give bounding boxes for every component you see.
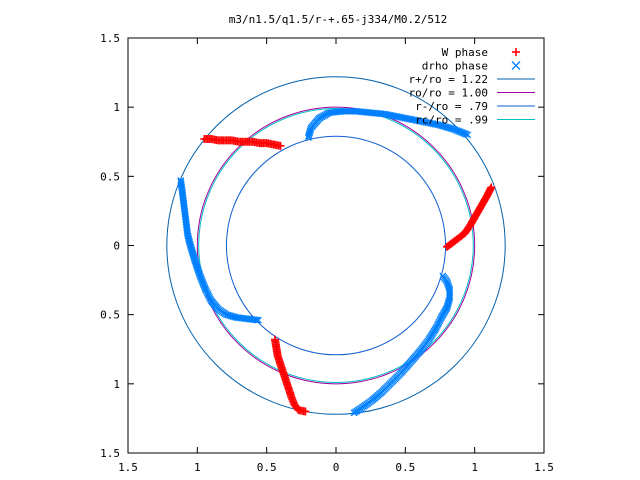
legend-label: W phase bbox=[442, 46, 488, 59]
x-tick-label: 1 bbox=[194, 461, 201, 474]
legend-entry-circle: ro/ro = 1.00 bbox=[409, 87, 535, 100]
x-tick-label: 1 bbox=[471, 461, 478, 474]
y-tick-label: 1.5 bbox=[100, 32, 120, 45]
y-tick-label: 0.5 bbox=[100, 309, 120, 322]
legend-entry-circle: rc/ro = .99 bbox=[415, 114, 535, 127]
legend-entry-w-phase: W phase bbox=[442, 46, 520, 59]
reference-circles bbox=[166, 76, 506, 415]
x-tick-label: 0.5 bbox=[395, 461, 415, 474]
legend-marker bbox=[512, 48, 520, 56]
reference-circle bbox=[166, 76, 506, 415]
drho-phase-point bbox=[253, 316, 261, 324]
drho-phase-point bbox=[462, 130, 470, 138]
x-tick-label: 1.5 bbox=[534, 461, 554, 474]
y-tick-label: 0 bbox=[113, 240, 120, 253]
w-phase-point bbox=[276, 141, 285, 150]
legend-marker bbox=[511, 61, 521, 70]
x-tick-label: 0 bbox=[333, 461, 340, 474]
legend-label: r+/ro = 1.22 bbox=[409, 73, 488, 86]
w-phase-point bbox=[444, 241, 453, 250]
chart-title: m3/n1.5/q1.5/r-+.65-j334/M0.2/512 bbox=[229, 13, 448, 26]
drho-phase-point bbox=[254, 316, 262, 324]
y-tick-label: 1.5 bbox=[100, 447, 120, 460]
legend-label: ro/ro = 1.00 bbox=[409, 87, 488, 100]
reference-circle bbox=[196, 106, 476, 385]
legend-entry-circle: r+/ro = 1.22 bbox=[409, 73, 535, 86]
legend-label: drho phase bbox=[422, 60, 488, 73]
legend-entry-drho-phase: drho phase bbox=[422, 60, 521, 73]
data-marks bbox=[177, 107, 496, 417]
legend-entry-circle: r-/ro = .79 bbox=[415, 100, 535, 113]
x-tick-label: 1.5 bbox=[118, 461, 138, 474]
w-phase-point bbox=[301, 407, 310, 416]
y-tick-label: 1 bbox=[113, 378, 120, 391]
reference-circle bbox=[198, 108, 474, 383]
drho-phase-point bbox=[464, 131, 472, 139]
x-tick-label: 0.5 bbox=[257, 461, 277, 474]
legend-label: rc/ro = .99 bbox=[415, 114, 488, 127]
y-tick-label: 1 bbox=[113, 101, 120, 114]
legend-label: r-/ro = .79 bbox=[415, 100, 488, 113]
axes: 1.5 1 0.5 0 0.5 1 1.51.510.500.511.5 bbox=[100, 32, 554, 474]
drho-phase-point bbox=[350, 409, 358, 417]
w-phase-point bbox=[442, 242, 451, 251]
y-tick-label: 0.5 bbox=[100, 170, 120, 183]
